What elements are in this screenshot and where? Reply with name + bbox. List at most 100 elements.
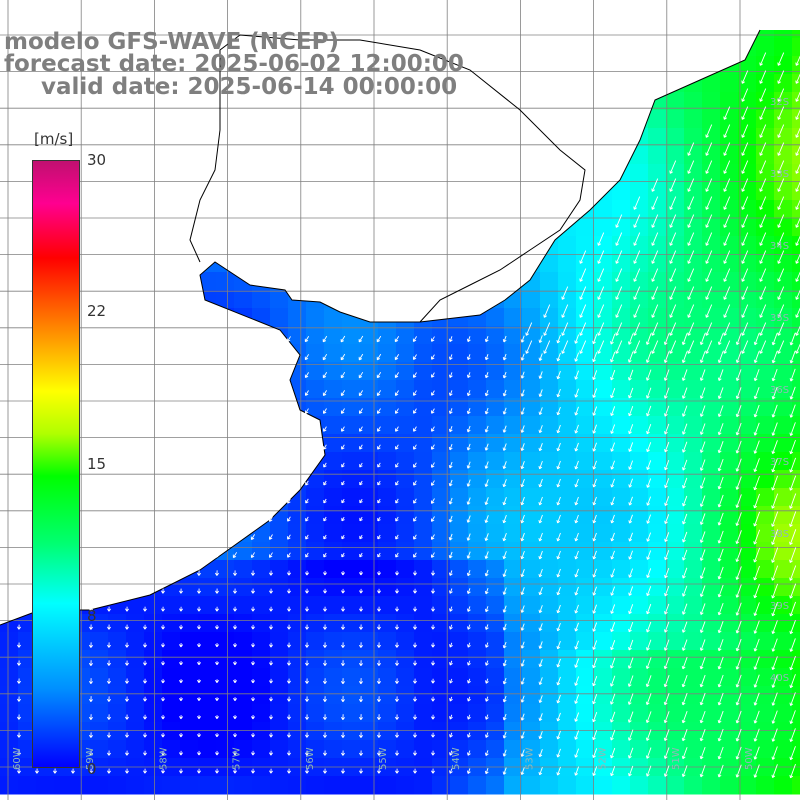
wind-arrow [592, 604, 598, 614]
wind-arrow [125, 516, 129, 522]
wind-arrow [741, 70, 749, 84]
wind-arrow [233, 408, 237, 414]
wind-arrow [179, 642, 183, 648]
wind-speed-cell [450, 326, 469, 345]
wind-speed-cell [234, 722, 253, 741]
wind-arrow [610, 586, 616, 596]
wind-speed-cell [666, 704, 685, 723]
wind-arrow [106, 390, 111, 396]
wind-arrow [699, 387, 706, 399]
wind-arrow [304, 336, 310, 343]
wind-speed-cell [756, 650, 775, 669]
wind-arrow [376, 696, 381, 703]
wind-speed-cell [468, 344, 487, 363]
wind-speed-cell [738, 236, 757, 255]
wind-arrow [795, 217, 800, 228]
wind-arrow [597, 304, 605, 318]
wind-speed-cell [774, 236, 793, 255]
wind-speed-cell [450, 416, 469, 435]
wind-speed-cell [720, 416, 739, 435]
wind-speed-cell [738, 578, 757, 597]
wind-arrow [358, 732, 363, 738]
wind-arrow [413, 624, 417, 630]
wind-arrow [251, 679, 256, 684]
wind-arrow [502, 731, 507, 739]
wind-arrow [753, 387, 760, 400]
wind-speed-cell [126, 740, 145, 759]
wind-arrow [305, 534, 309, 540]
wind-speed-cell [576, 668, 595, 687]
wind-speed-cell [450, 650, 469, 669]
wind-speed-cell [684, 92, 703, 111]
wind-arrow [340, 660, 345, 667]
wind-speed-cell [342, 578, 361, 597]
wind-speed-cell [468, 362, 487, 381]
wind-speed-cell [306, 596, 325, 615]
wind-arrow [17, 534, 21, 540]
wind-arrow [484, 389, 489, 397]
wind-arrow [574, 388, 579, 398]
wind-speed-cell [18, 668, 37, 687]
wind-speed-cell [486, 560, 505, 579]
wind-arrow [592, 693, 598, 705]
wind-arrow [287, 552, 291, 558]
wind-speed-cell [450, 488, 469, 507]
wind-arrow [610, 729, 616, 741]
wind-speed-cell [738, 272, 757, 291]
wind-arrow [287, 444, 291, 450]
wind-arrow [717, 423, 724, 436]
wind-speed-cell [126, 596, 145, 615]
wind-speed-cell [216, 776, 235, 795]
wind-arrow [699, 603, 706, 615]
wind-arrow [646, 442, 652, 453]
wind-arrow [287, 678, 291, 684]
wind-speed-cell [774, 362, 793, 381]
wind-speed-cell [684, 614, 703, 633]
wind-speed-cell [162, 776, 181, 795]
wind-speed-cell [342, 506, 361, 525]
wind-arrow [17, 480, 21, 486]
wind-arrow [579, 340, 587, 354]
wind-arrow [125, 624, 129, 630]
wind-speed-cell [576, 740, 595, 759]
wind-arrow [628, 369, 634, 381]
wind-arrow [771, 493, 779, 509]
wind-arrow [322, 714, 327, 720]
wind-arrow [753, 404, 760, 418]
wind-arrow [484, 497, 489, 506]
wind-arrow [669, 196, 677, 210]
wind-arrow [795, 91, 800, 102]
wind-arrow [17, 552, 21, 558]
wind-speed-cell [702, 452, 721, 471]
wind-speed-cell [648, 218, 667, 237]
wind-arrow [741, 88, 749, 102]
wind-speed-cell [774, 128, 793, 147]
wind-arrow [723, 340, 731, 354]
wind-arrow [520, 425, 525, 433]
wind-speed-cell [648, 668, 667, 687]
wind-arrow [610, 532, 615, 542]
wind-speed-cell [702, 650, 721, 669]
wind-speed-cell [792, 704, 800, 723]
wind-arrow [705, 142, 713, 156]
wind-speed-cell [288, 578, 307, 597]
wind-arrow [633, 232, 641, 246]
wind-arrow [556, 658, 561, 668]
wind-arrow [592, 442, 597, 452]
wind-speed-cell [342, 326, 361, 345]
wind-arrow [538, 749, 543, 758]
wind-arrow [681, 621, 688, 633]
wind-speed-cell [540, 686, 559, 705]
wind-arrow [525, 340, 533, 354]
wind-speed-cell [270, 596, 289, 615]
wind-arrow [161, 750, 165, 756]
wind-arrow [269, 480, 273, 486]
wind-arrow [771, 457, 778, 473]
wind-arrow [197, 588, 201, 594]
wind-speed-cell [576, 614, 595, 633]
wind-arrow [520, 641, 525, 649]
wind-speed-cell [522, 668, 541, 687]
wind-speed-cell [432, 578, 451, 597]
wind-arrow [269, 606, 273, 612]
